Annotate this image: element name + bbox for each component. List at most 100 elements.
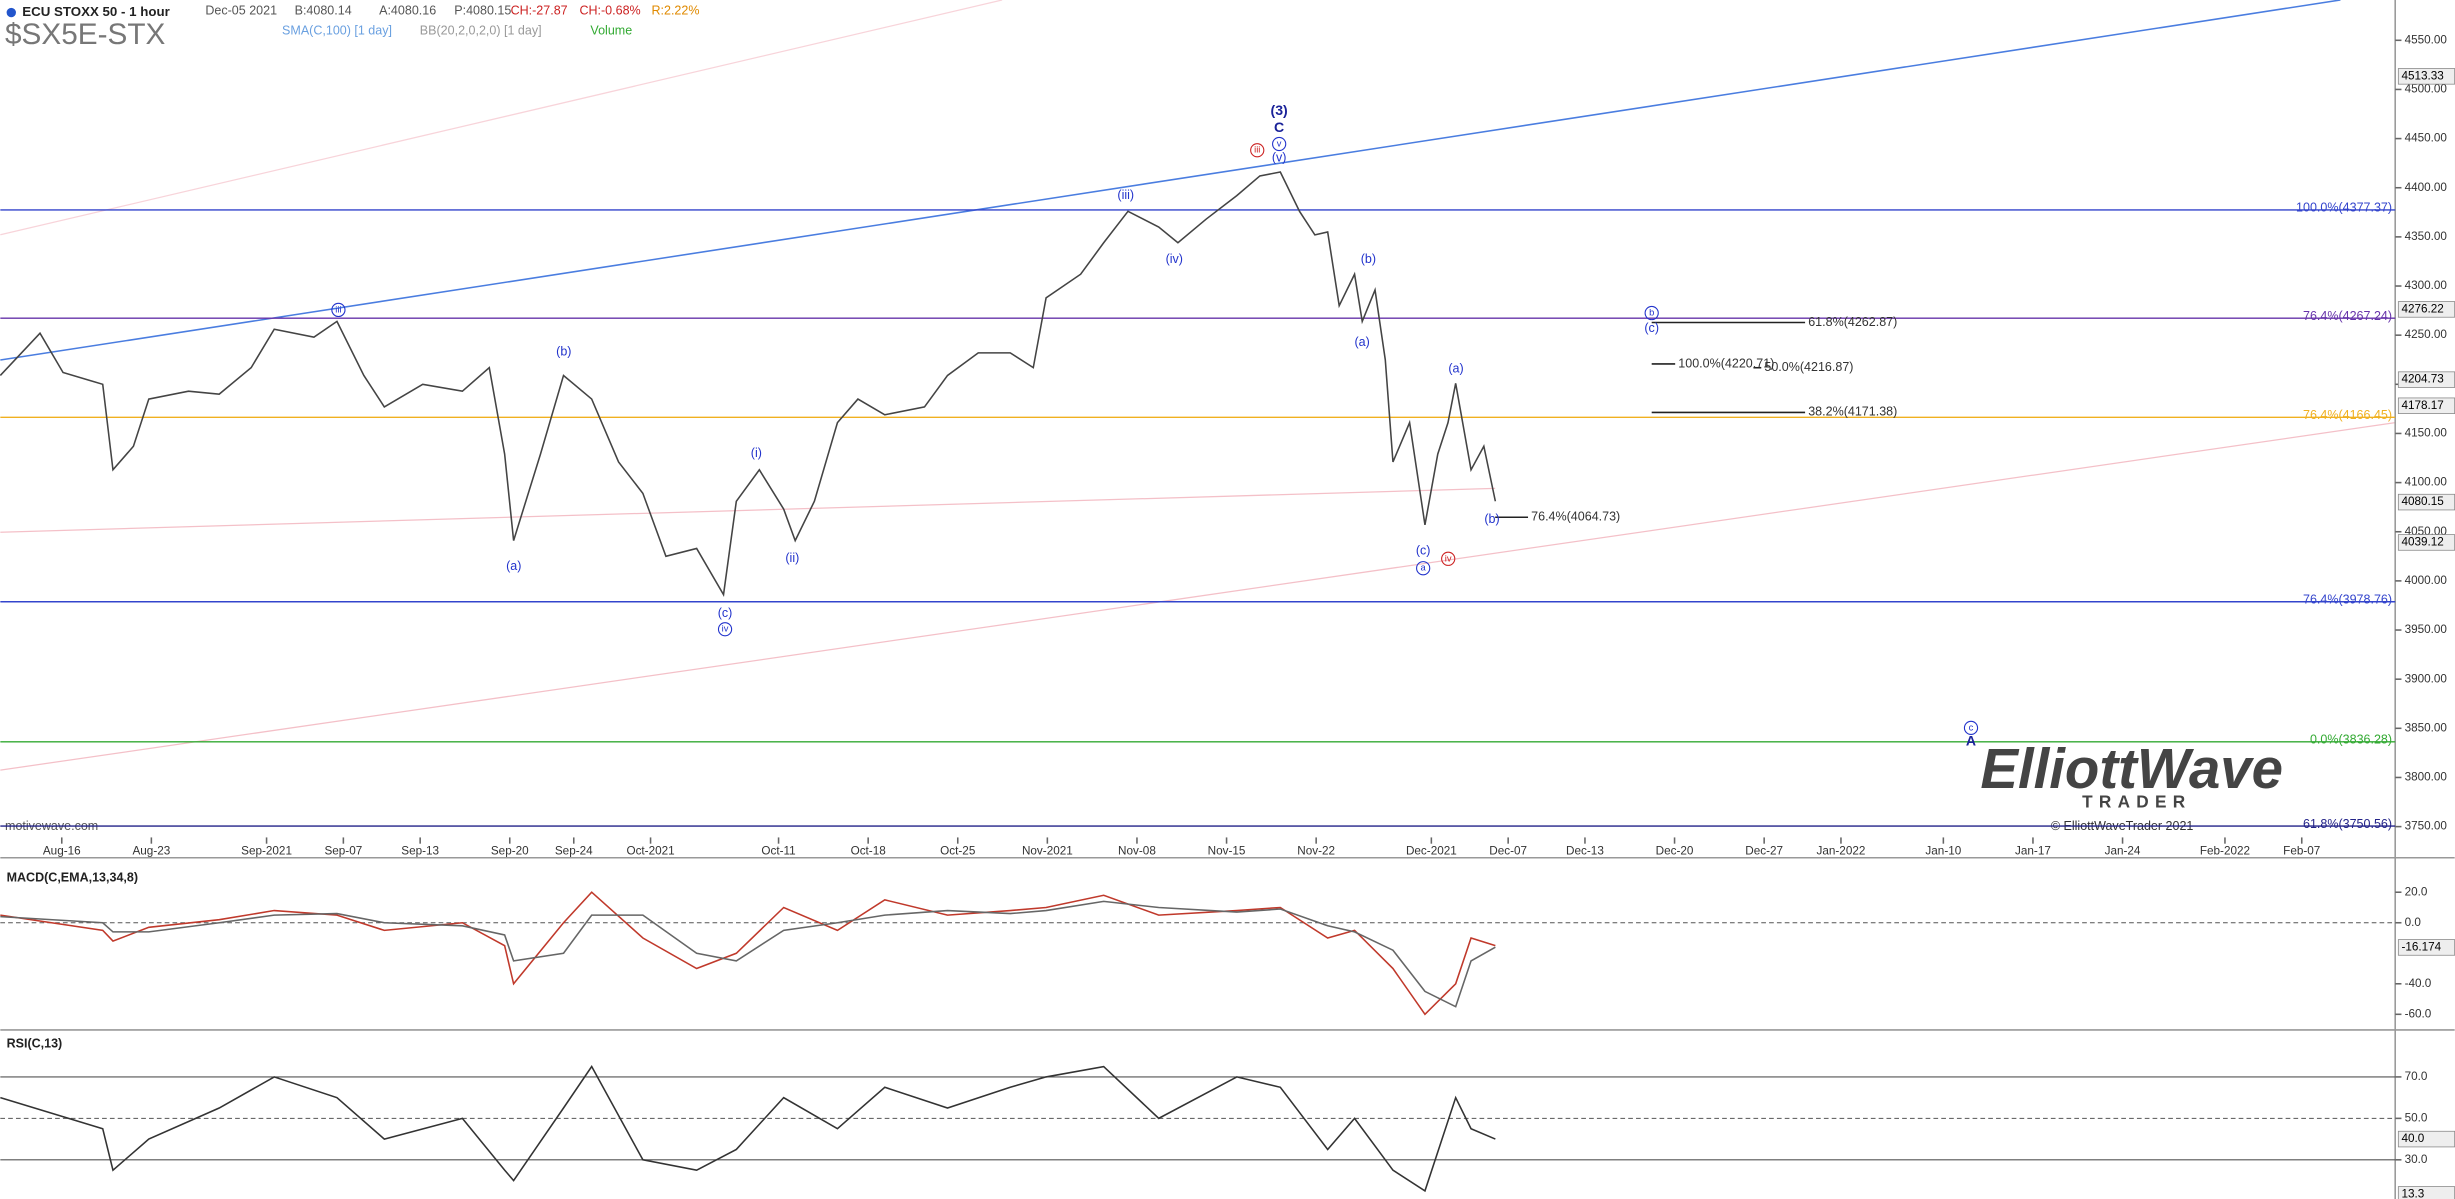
x-tick-label: Oct-25 [940,845,976,858]
wave-label: b [1649,307,1654,318]
wave-label: (3) [1271,102,1288,118]
fib-label: 61.8%(4262.87) [1808,315,1897,329]
wave-label: (a) [1448,362,1463,376]
header-ask: A:4080.16 [379,3,436,17]
wave-label: (i) [751,446,762,460]
price-tag-label: 4178.17 [2401,399,2443,412]
y-tick-label: 4500.00 [2405,83,2448,96]
y-tick-label: 4000.00 [2405,574,2448,587]
fib-label: 100.0%(4220.71) [1678,356,1774,370]
level-label: 0.0%(3836.28) [2310,733,2392,747]
y-tick-label: -40.0 [2405,977,2432,990]
x-tick-label: Dec-13 [1566,845,1604,858]
wave-label: (c) [1644,321,1659,335]
x-tick-label: Dec-2021 [1406,845,1457,858]
panel-title: MACD(C,EMA,13,34,8) [7,870,138,884]
header-bid: B:4080.14 [295,3,352,17]
header-price: P:4080.15 [454,3,511,17]
fib-label: 76.4%(4064.73) [1531,510,1620,524]
y-tick-label: 3850.00 [2405,721,2448,734]
trendline [0,0,2341,361]
wave-circle [1441,551,1456,566]
price-tag-label: 4080.15 [2401,495,2444,508]
x-tick-label: Oct-2021 [626,845,674,858]
header-change-pct: CH:-0.68% [579,3,640,17]
y-tick-label: 3950.00 [2405,623,2448,636]
x-tick-label: Aug-23 [132,845,170,858]
wave-circle [1272,136,1287,152]
level-label: 100.0%(4377.37) [2296,201,2392,215]
wave-label: A [1966,733,1976,749]
y-tick-label: 0.0 [2405,916,2422,929]
price-tag-label: 13.3 [2401,1188,2424,1199]
price-tag-label: 4204.73 [2401,373,2443,386]
x-tick-label: Oct-18 [851,845,887,858]
wave-circle [1416,561,1431,576]
wave-label: (ii) [785,551,799,565]
symbol-icon [6,7,16,18]
series-line [0,1065,1496,1193]
wave-label: v [1277,137,1282,148]
panel-title: RSI(C,13) [7,1036,63,1050]
wave-label: (iv) [1166,252,1183,266]
series-line [0,891,1496,1016]
wave-label: iv [1445,552,1452,563]
trendline [0,487,1496,533]
level-label: 76.4%(4267.24) [2303,309,2392,323]
wave-label: iv [722,623,729,634]
header-date: Dec-05 2021 [205,3,277,17]
wave-label: (v) [1272,150,1287,164]
y-tick-label: 20.0 [2405,885,2428,898]
level-label: 76.4%(3978.76) [2303,593,2392,607]
wave-label: (c) [718,606,733,620]
x-tick-label: Nov-08 [1118,845,1156,858]
x-tick-label: Sep-13 [401,845,439,858]
wave-label: a [1421,562,1427,573]
wave-label: (c) [1416,543,1431,557]
y-tick-label: 4150.00 [2405,427,2448,440]
x-tick-label: Dec-20 [1656,845,1694,858]
y-tick-label: 4250.00 [2405,328,2448,341]
series-line [0,171,1497,598]
x-tick-label: Jan-17 [2015,845,2051,858]
x-tick-label: Sep-07 [324,845,362,858]
wave-circle [717,622,733,637]
header-change: CH:-27.87 [511,3,568,17]
x-tick-label: Jan-24 [2105,845,2141,858]
wave-label: iii [335,303,341,314]
x-tick-label: Dec-07 [1489,845,1527,858]
ticker: $SX5E-STX [5,18,165,51]
header-title: ECU STOXX 50 - 1 hour [22,4,170,19]
price-tag-label: -16.174 [2401,941,2441,954]
wave-circle [331,302,346,318]
trendline [0,0,1003,236]
y-tick-label: 3750.00 [2405,820,2448,833]
y-tick-label: 4300.00 [2405,279,2448,292]
y-tick-label: 3900.00 [2405,672,2448,685]
wave-label: (b) [1484,512,1499,526]
y-tick-label: -60.0 [2405,1007,2432,1020]
indicator-legend: SMA(C,100) [1 day] [282,24,392,38]
price-tag-label: 4039.12 [2401,536,2443,549]
y-tick-label: 4350.00 [2405,230,2448,243]
x-tick-label: Sep-2021 [241,845,292,858]
wave-label: (a) [1354,335,1369,349]
logo: ElliottWave [1980,737,2283,800]
header-range: R:2.22% [651,3,699,17]
level-label: 76.4%(4166.45) [2303,408,2392,422]
x-tick-label: Feb-2022 [2200,845,2250,858]
logo-sub: TRADER [2082,792,2191,812]
level-label: 61.8%(3750.56) [2303,817,2392,831]
x-tick-label: Nov-15 [1208,845,1246,858]
x-tick-label: Jan-2022 [1817,845,1866,858]
wave-label: iii [1254,144,1260,155]
x-tick-label: Nov-22 [1297,845,1335,858]
fib-label: 50.0%(4216.87) [1764,360,1853,374]
indicator-legend: Volume [590,24,632,38]
wave-circle [1250,143,1265,158]
wave-label: C [1274,119,1284,135]
y-tick-label: 50.0 [2405,1111,2428,1124]
y-tick-label: 4100.00 [2405,476,2448,489]
